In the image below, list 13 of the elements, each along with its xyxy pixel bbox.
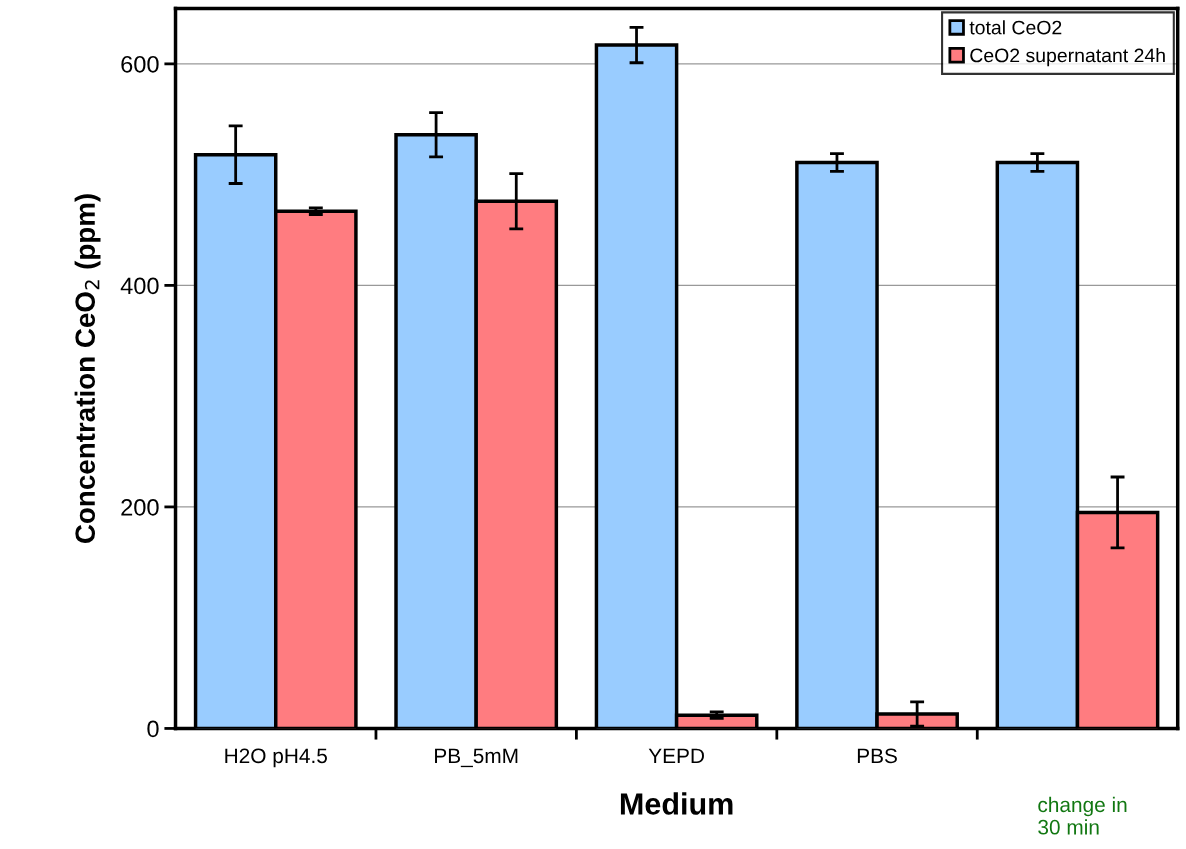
legend-label: CeO2 supernatant 24h	[970, 48, 1165, 67]
x-tick-label: YEPD	[648, 748, 704, 763]
y-tick-label: 0	[147, 720, 159, 738]
text: change in 30 min	[1038, 796, 1127, 835]
y-tick-label: 200	[121, 498, 159, 516]
x-axis-title: Medium	[620, 792, 733, 815]
x-tick-label: PB_5mM	[435, 748, 518, 768]
legend-label: total CeO2	[969, 20, 1062, 35]
y-tick-label: 400	[120, 277, 159, 295]
y-tick-label: 600	[121, 55, 159, 73]
x-tick-label: PBS	[857, 748, 897, 764]
y-axis-title: Concentration CeO$_{2}$ (ppm)	[74, 194, 101, 544]
x-tick-label: H2O pH4.5	[225, 748, 327, 768]
